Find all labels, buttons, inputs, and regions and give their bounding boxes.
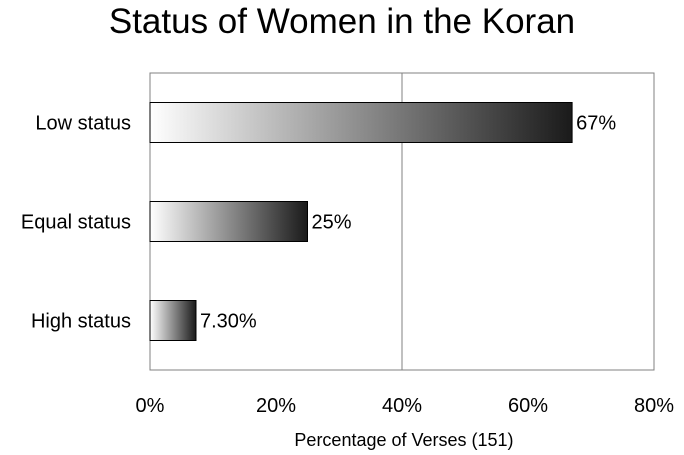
x-axis-title: Percentage of Verses (151) [294,430,513,450]
category-label: Low status [35,113,131,135]
chart-title: Status of Women in the Koran [108,2,576,41]
bar [149,201,308,242]
data-label: 67% [576,113,616,135]
x-tick-label: 60% [508,395,548,417]
bar [149,300,197,341]
x-tick-label: 80% [634,395,674,417]
x-tick-label: 20% [256,395,296,417]
data-label: 7.30% [200,311,257,333]
category-label: Equal status [21,212,131,234]
data-label: 25% [312,212,352,234]
bar [149,102,573,143]
x-tick-label: 0% [136,395,165,417]
x-tick-label: 40% [382,395,422,417]
category-label: High status [31,311,131,333]
